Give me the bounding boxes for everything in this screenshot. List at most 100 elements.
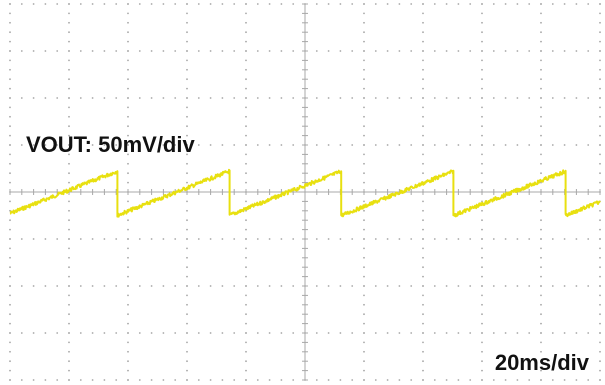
grid-dot	[174, 285, 177, 287]
grid-dot	[575, 144, 578, 146]
grid-dot	[20, 332, 23, 334]
grid-dot	[563, 3, 566, 5]
grid-dot	[115, 3, 118, 5]
grid-dot	[445, 285, 448, 287]
grid-dot	[422, 322, 424, 325]
grid-dot	[162, 285, 165, 287]
grid-dot	[540, 50, 542, 52]
grid-dot	[256, 144, 259, 146]
grid-dot	[551, 379, 554, 381]
grid-dot	[138, 332, 141, 334]
grid-dot	[245, 341, 247, 344]
grid-dot	[221, 3, 224, 5]
grid-dot	[9, 144, 11, 146]
grid-dot	[127, 369, 129, 372]
grid-dot	[422, 256, 424, 259]
grid-dot	[422, 313, 424, 316]
grid-dot	[197, 379, 200, 381]
grid-dot	[68, 59, 70, 62]
grid-dot	[32, 379, 35, 381]
grid-dot	[68, 31, 70, 34]
grid-dot	[68, 21, 70, 24]
grid-dot	[422, 40, 424, 43]
grid-dot	[174, 332, 177, 334]
grid-dot	[9, 379, 11, 381]
grid-dot	[91, 97, 94, 99]
grid-dot	[410, 97, 413, 99]
grid-dot	[398, 285, 401, 287]
grid-dot	[91, 285, 94, 287]
grid-dot	[268, 144, 271, 146]
grid-dot	[245, 294, 247, 297]
grid-dot	[68, 115, 70, 118]
grid-dot	[481, 332, 483, 334]
grid-dot	[56, 97, 59, 99]
grid-dot	[599, 21, 601, 24]
grid-dot	[575, 332, 578, 334]
grid-dot	[481, 256, 483, 259]
grid-dot	[481, 59, 483, 62]
grid-dot	[363, 228, 365, 231]
grid-dot	[599, 303, 601, 306]
grid-dot	[386, 50, 389, 52]
grid-dot	[68, 172, 70, 175]
grid-dot	[481, 238, 483, 240]
grid-dot	[186, 181, 188, 184]
grid-dot	[221, 144, 224, 146]
grid-dot	[422, 115, 424, 118]
grid-dot	[351, 97, 354, 99]
grid-dot	[469, 379, 472, 381]
grid-dot	[79, 379, 82, 381]
grid-dot	[374, 50, 377, 52]
grid-dot	[280, 144, 283, 146]
grid-dot	[127, 50, 129, 52]
grid-dot	[9, 68, 11, 71]
grid-dot	[528, 332, 531, 334]
grid-dot	[68, 153, 70, 156]
grid-dot	[44, 97, 47, 99]
grid-dot	[599, 313, 601, 316]
grid-dot	[563, 285, 566, 287]
grid-dot	[398, 238, 401, 240]
grid-dot	[457, 3, 460, 5]
grid-dot	[186, 12, 188, 15]
grid-dot	[587, 144, 590, 146]
grid-dot	[68, 228, 70, 231]
grid-dot	[445, 332, 448, 334]
grid-dot	[115, 332, 118, 334]
grid-dot	[9, 285, 11, 287]
grid-dot	[127, 172, 129, 175]
grid-dot	[410, 238, 413, 240]
grid-dot	[469, 97, 472, 99]
grid-dot	[481, 134, 483, 137]
grid-dot	[150, 238, 153, 240]
grid-dot	[68, 106, 70, 109]
grid-dot	[481, 21, 483, 24]
grid-dot	[162, 379, 165, 381]
grid-dot	[551, 238, 554, 240]
grid-dot	[540, 228, 542, 231]
grid-dot	[481, 313, 483, 316]
grid-dot	[481, 50, 483, 52]
grid-dot	[599, 228, 601, 231]
grid-dot	[268, 238, 271, 240]
grid-dot	[209, 379, 212, 381]
grid-dot	[103, 379, 106, 381]
grid-dot	[186, 360, 188, 363]
grid-dot	[363, 144, 365, 146]
grid-dot	[540, 379, 542, 381]
grid-dot	[599, 115, 601, 118]
grid-dot	[44, 144, 47, 146]
grid-dot	[79, 144, 82, 146]
grid-dot	[363, 153, 365, 156]
grid-dot	[9, 369, 11, 372]
grid-dot	[127, 313, 129, 316]
grid-dot	[422, 153, 424, 156]
grid-dot	[445, 238, 448, 240]
grid-dot	[280, 3, 283, 5]
grid-dot	[540, 341, 542, 344]
grid-dot	[563, 97, 566, 99]
grid-dot	[68, 134, 70, 137]
grid-dot	[351, 3, 354, 5]
grid-dot	[481, 162, 483, 165]
